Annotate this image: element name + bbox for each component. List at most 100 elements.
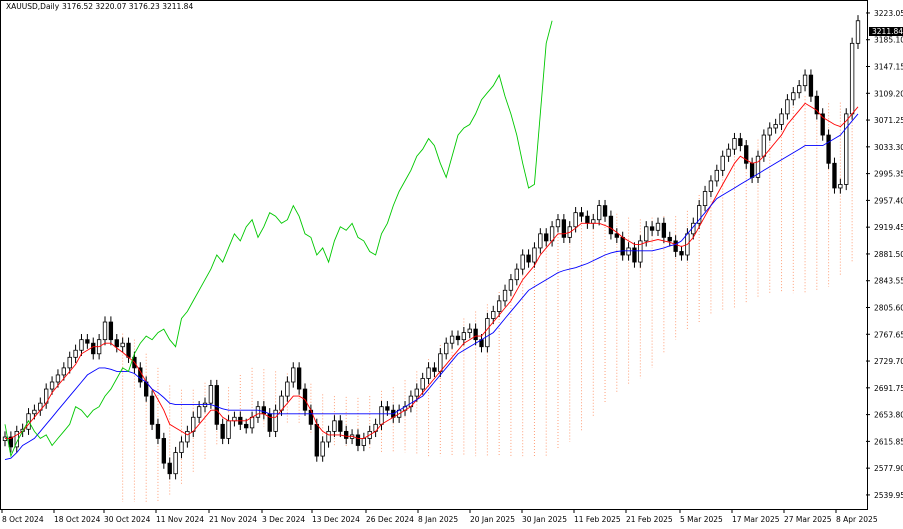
current-price-marker: 3211.84: [869, 27, 903, 36]
candle-body: [102, 321, 108, 341]
candle: [526, 249, 531, 268]
current-price-label: 3211.84: [872, 27, 903, 36]
candle-body: [755, 155, 761, 178]
ohlc-label: 3176.52 3220.07 3176.23 3211.84: [62, 2, 193, 11]
time-tick-label: 17 Mar 2025: [732, 515, 780, 524]
candle-body: [708, 180, 714, 192]
time-tick-label: 21 Feb 2025: [626, 515, 673, 524]
candle: [697, 199, 702, 229]
candle-body: [296, 367, 302, 390]
candle: [679, 245, 684, 261]
time-tick-label: 11 Nov 2024: [156, 515, 204, 524]
candle-body: [585, 215, 590, 224]
candle-body: [532, 247, 537, 263]
price-tick-label: 2995.35: [874, 170, 903, 179]
candle: [649, 221, 655, 236]
candle-body: [832, 162, 837, 189]
candle: [332, 415, 337, 438]
candle-body: [814, 95, 819, 115]
candle-body: [432, 367, 437, 372]
candle-body: [449, 335, 455, 344]
time-tick-label: 11 Feb 2025: [574, 515, 621, 524]
candle-body: [608, 215, 614, 235]
candle-body: [208, 385, 214, 404]
candle-body: [73, 349, 78, 358]
candle-body: [673, 240, 678, 252]
candle: [355, 429, 361, 452]
candle-body: [414, 388, 419, 397]
candle-body: [179, 441, 184, 453]
candle: [220, 418, 225, 445]
price-tick-label: 3033.30: [874, 143, 903, 152]
candle-body: [849, 42, 855, 115]
candle-body: [626, 247, 631, 256]
candle: [79, 334, 84, 356]
candle: [632, 242, 637, 268]
price-tick-label: 3185.10: [874, 36, 903, 45]
candle-body: [314, 423, 319, 457]
candle-body: [491, 311, 496, 319]
candle-body: [85, 339, 90, 344]
candle: [420, 372, 425, 395]
price-tick-label: 2539.95: [874, 491, 903, 500]
candle-body: [508, 279, 514, 291]
candle-body: [220, 423, 225, 439]
candle: [85, 334, 90, 349]
candle-body: [285, 381, 290, 397]
candle-body: [67, 356, 72, 369]
candle-body: [702, 191, 708, 207]
candle: [655, 217, 661, 236]
candle: [102, 316, 108, 346]
candle: [185, 425, 190, 448]
candle-body: [767, 127, 772, 136]
candle-body: [320, 441, 325, 457]
candle: [844, 108, 849, 191]
candle: [338, 415, 343, 438]
candle: [755, 150, 761, 184]
candle: [114, 334, 119, 353]
candle: [426, 362, 431, 385]
candle: [602, 199, 608, 222]
candle: [826, 129, 831, 169]
candle-body: [596, 205, 602, 221]
candle-body: [226, 420, 231, 439]
candle-body: [779, 113, 784, 125]
candle: [808, 69, 814, 102]
candle-body: [91, 342, 96, 355]
candle: [255, 401, 261, 423]
candle-body: [255, 406, 261, 418]
candle-body: [749, 162, 755, 178]
candle: [161, 432, 166, 469]
candle-body: [561, 219, 567, 238]
candle-body: [214, 385, 219, 425]
price-tick-label: 2881.50: [874, 250, 903, 259]
candle-body: [61, 367, 66, 376]
candle-body: [644, 226, 649, 242]
candle-body: [185, 430, 190, 443]
candle: [638, 235, 643, 268]
price-tick-label: 2919.45: [874, 223, 903, 232]
candle-body: [502, 289, 508, 302]
candle-body: [361, 438, 367, 446]
candle: [797, 80, 802, 99]
candle: [802, 69, 808, 92]
candle-body: [338, 420, 343, 432]
candle-body: [714, 169, 719, 182]
plot-frame: [0, 0, 868, 510]
candle: [596, 199, 602, 226]
candle-body: [32, 409, 37, 415]
candle-body: [167, 462, 172, 475]
candle: [8, 431, 14, 453]
candle-body: [555, 219, 561, 228]
candle: [173, 446, 178, 480]
candle-body: [844, 113, 849, 185]
candle: [732, 132, 737, 155]
candles: [2, 15, 861, 480]
time-axis: 8 Oct 2024 18 Oct 2024 30 Oct 2024 11 Nov 2…: [1, 509, 878, 524]
time-tick-label: 13 Dec 2024: [312, 515, 360, 524]
price-tick-label: 3071.25: [874, 116, 903, 125]
candle-body: [344, 430, 349, 439]
candle-body: [655, 222, 661, 231]
candle: [320, 436, 325, 462]
